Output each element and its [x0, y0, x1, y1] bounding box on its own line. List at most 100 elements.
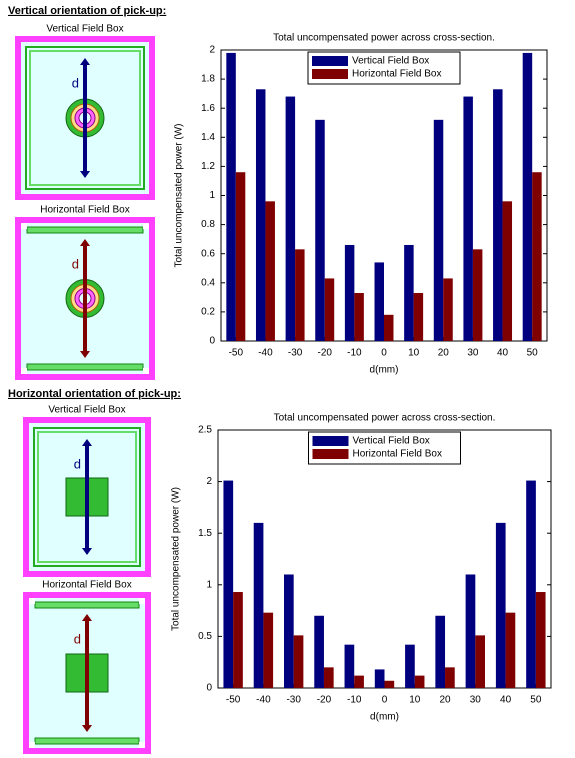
- bar: [255, 89, 266, 341]
- bar: [443, 278, 453, 341]
- x-tick-label: 30: [467, 348, 479, 359]
- y-tick-label: 1.8: [201, 74, 215, 85]
- bar: [435, 615, 446, 688]
- x-axis-label: d(mm): [370, 365, 399, 376]
- bar: [413, 292, 424, 341]
- field-frame: [37, 431, 137, 563]
- y-tick-label: 1.4: [201, 132, 215, 143]
- field-strip: [26, 226, 144, 234]
- arrow-head: [80, 171, 90, 178]
- bar: [505, 612, 516, 688]
- x-axis-label: d(mm): [370, 712, 399, 723]
- box-title: Horizontal Field Box: [40, 205, 129, 216]
- arrow-head: [82, 548, 92, 555]
- y-tick-label: 2: [206, 476, 212, 487]
- chart-title: Total uncompensated power across cross-s…: [273, 33, 495, 44]
- legend-swatch: [312, 69, 348, 79]
- bar: [384, 680, 395, 688]
- x-tick-label: 20: [438, 348, 450, 359]
- chart-title: Total uncompensated power across cross-s…: [274, 413, 496, 424]
- bar: [535, 592, 546, 688]
- legend-label: Vertical Field Box: [353, 436, 430, 447]
- bar: [344, 244, 355, 341]
- y-tick-label: 0: [206, 683, 212, 694]
- legend-label: Horizontal Field Box: [353, 449, 442, 460]
- bar: [283, 574, 294, 688]
- field-strip: [26, 363, 144, 371]
- bar: [344, 644, 355, 688]
- y-tick-label: 1.2: [201, 161, 215, 172]
- bar: [472, 249, 483, 341]
- y-axis-label: Total uncompensated power (W): [171, 487, 182, 631]
- bar: [324, 278, 335, 341]
- x-tick-label: 40: [497, 348, 509, 359]
- corner: [29, 742, 35, 748]
- bar: [522, 52, 533, 341]
- bar: [445, 667, 455, 688]
- bar: [475, 635, 486, 688]
- bar: [384, 314, 394, 341]
- bar: [374, 262, 384, 341]
- x-tick-label: -40: [258, 348, 273, 359]
- bar: [405, 644, 415, 688]
- box-title: Horizontal Field Box: [42, 580, 131, 591]
- bar: [263, 612, 274, 688]
- bar: [433, 119, 444, 341]
- legend-label: Horizontal Field Box: [352, 69, 441, 80]
- arrow-head: [82, 725, 92, 732]
- bar: [226, 52, 236, 341]
- x-tick-label: -10: [347, 695, 362, 706]
- x-tick-label: -40: [256, 695, 271, 706]
- field-frame: [29, 50, 141, 186]
- corner: [143, 368, 149, 374]
- x-tick-label: 20: [439, 695, 451, 706]
- bar: [465, 574, 476, 688]
- bar: [404, 244, 414, 341]
- legend-label: Vertical Field Box: [352, 56, 429, 67]
- bar: [253, 522, 264, 688]
- d-label: d: [74, 456, 81, 471]
- x-tick-label: 10: [409, 695, 421, 706]
- box-title: Vertical Field Box: [46, 24, 123, 35]
- x-tick-label: 50: [530, 695, 542, 706]
- bar: [354, 292, 364, 341]
- y-tick-label: 2: [209, 45, 215, 56]
- x-tick-label: 0: [382, 695, 388, 706]
- bar: [526, 480, 536, 688]
- x-tick-label: -30: [286, 695, 301, 706]
- bar: [354, 675, 364, 688]
- bar: [295, 249, 305, 341]
- d-label: d: [72, 75, 79, 90]
- bar: [293, 635, 304, 688]
- y-tick-label: 0: [209, 336, 215, 347]
- y-axis-label: Total uncompensated power (W): [174, 124, 185, 268]
- bar: [495, 522, 506, 688]
- y-tick-label: 1.5: [198, 528, 212, 539]
- bar: [323, 667, 334, 688]
- x-tick-label: -20: [318, 348, 333, 359]
- corner: [143, 223, 149, 229]
- x-tick-label: -20: [317, 695, 332, 706]
- x-tick-label: 0: [381, 348, 387, 359]
- corner: [139, 742, 145, 748]
- x-tick-label: 40: [500, 695, 512, 706]
- x-tick-label: 30: [470, 695, 482, 706]
- x-tick-label: -30: [288, 348, 303, 359]
- field-frame: [33, 427, 141, 567]
- bar: [265, 201, 275, 341]
- legend-swatch: [312, 436, 349, 446]
- arrow-head: [80, 351, 90, 358]
- bar: [502, 201, 513, 341]
- d-label: d: [74, 631, 81, 646]
- corner: [21, 368, 27, 374]
- legend-swatch: [312, 56, 348, 66]
- x-tick-label: 50: [527, 348, 539, 359]
- section-heading: Horizontal orientation of pick-up:: [8, 388, 181, 400]
- bar: [223, 480, 234, 688]
- bar: [315, 119, 325, 341]
- y-tick-label: 0.4: [201, 277, 215, 288]
- y-tick-label: 0.2: [201, 307, 215, 318]
- corner: [21, 223, 27, 229]
- y-tick-label: 2.5: [198, 425, 212, 436]
